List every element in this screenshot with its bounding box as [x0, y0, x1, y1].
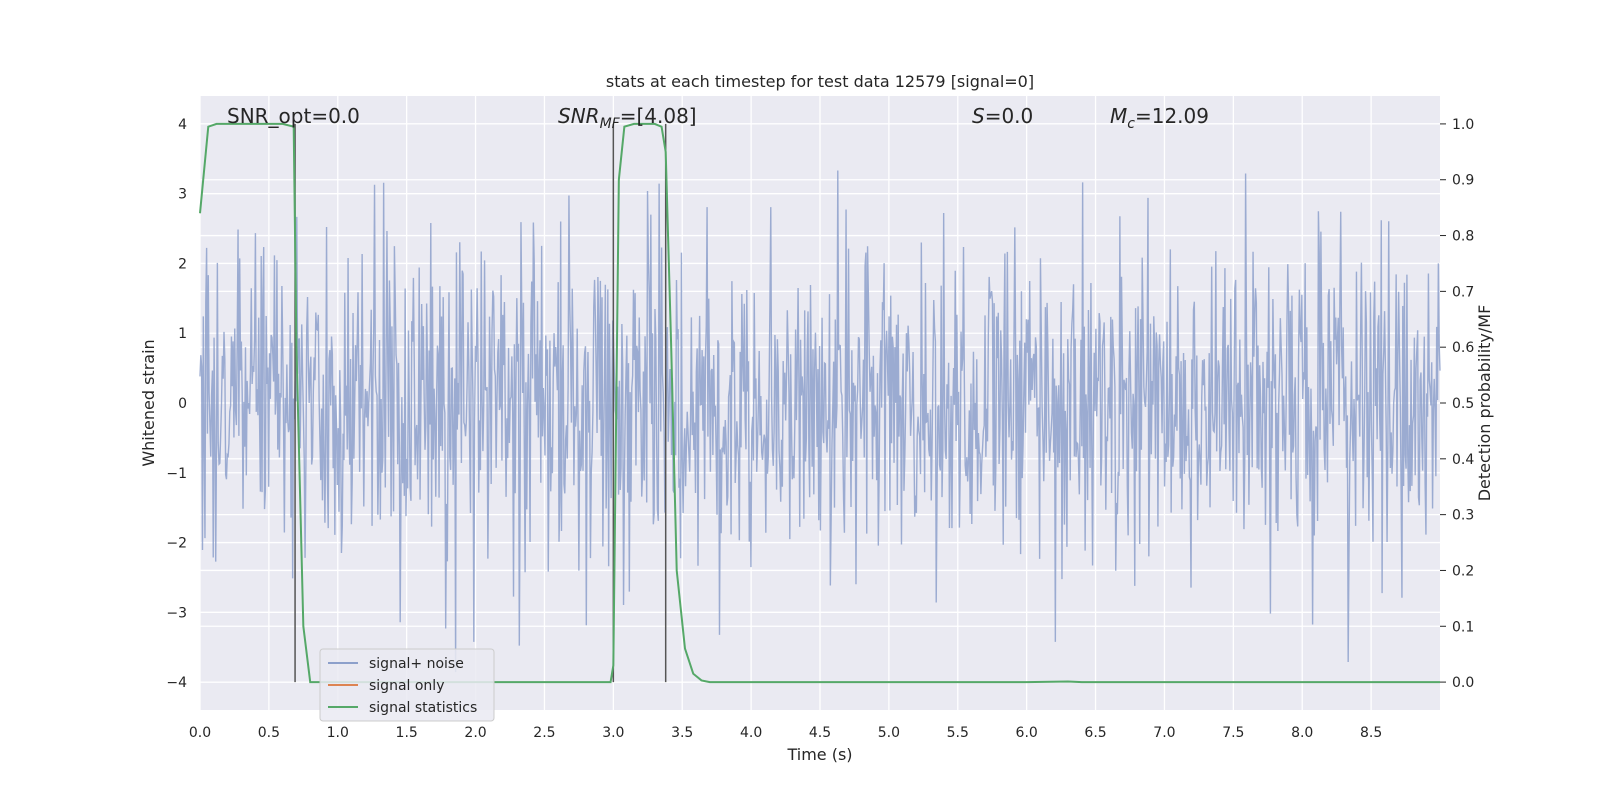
s-main: S — [972, 104, 985, 128]
x-axis-label: Time (s) — [786, 745, 852, 764]
y2-tick-label-1: 0.9 — [1452, 173, 1474, 189]
y2-tick-label-7: 0.3 — [1452, 508, 1474, 524]
x-tick-label-16: 8.0 — [1291, 725, 1313, 741]
legend-label-signal-only: signal only — [369, 678, 444, 694]
s-value: =0.0 — [985, 104, 1034, 128]
x-tick-label-7: 3.5 — [671, 725, 693, 741]
y2-tick-label-3: 0.7 — [1452, 284, 1474, 300]
y-axis-label: Whitened strain — [139, 339, 158, 466]
mc-sub: c — [1127, 116, 1135, 132]
x-tick-label-12: 6.0 — [1016, 725, 1038, 741]
legend: signal+ noise signal only signal statist… — [319, 648, 495, 722]
x-tick-label-0: 0.0 — [189, 725, 211, 741]
x-tick-label-8: 4.0 — [740, 725, 762, 741]
legend-label-signal-noise: signal+ noise — [369, 656, 464, 672]
x-tick-label-1: 0.5 — [258, 725, 280, 741]
series-signal-statistics — [199, 122, 1440, 684]
x-axis-ticks: 0.0 0.5 1.0 1.5 2.0 2.5 3.0 3.5 4.0 4.5 5.0 5.5 6.0 6… — [189, 725, 1382, 741]
x-tick-label-5: 2.5 — [533, 725, 555, 741]
x-tick-label-11: 5.5 — [947, 725, 969, 741]
chart-title: stats at each timestep for test data 125… — [606, 72, 1034, 91]
x-tick-label-10: 5.0 — [878, 725, 900, 741]
y-tick-label-7: −3 — [166, 605, 187, 621]
y-tick-label-6: −2 — [166, 536, 187, 552]
y-tick-label-2: 2 — [178, 256, 187, 272]
x-tick-label-14: 7.0 — [1153, 725, 1175, 741]
x-tick-label-13: 6.5 — [1084, 725, 1106, 741]
y2-tick-label-8: 0.2 — [1452, 563, 1474, 579]
x-tick-label-15: 7.5 — [1222, 725, 1244, 741]
x-tick-label-17: 8.5 — [1360, 725, 1382, 741]
snr-mf-main: SNR — [558, 104, 600, 128]
x-tick-label-3: 1.5 — [396, 725, 418, 741]
y2-tick-label-10: 0.0 — [1452, 675, 1474, 691]
y-tick-label-3: 1 — [178, 326, 187, 342]
y2-axis-ticks: 1.0 0.9 0.8 0.7 0.6 0.5 0.4 0.3 0.2 0.1 0.0 — [1440, 117, 1474, 691]
legend-box — [319, 648, 495, 722]
x-tick-label-4: 2.0 — [464, 725, 486, 741]
signal-noise-line — [199, 170, 1441, 673]
mc-main: M — [1110, 104, 1127, 128]
annotation-s: S=0.0 — [972, 104, 1033, 128]
snr-mf-sub: MF — [600, 116, 621, 132]
y-tick-label-8: −4 — [166, 675, 187, 691]
annotation-snr-mf: SNRMF=[4.08] — [558, 104, 697, 132]
legend-label-signal-statistics: signal statistics — [369, 700, 477, 716]
y2-tick-label-4: 0.6 — [1452, 340, 1474, 356]
x-tick-label-6: 3.0 — [602, 725, 624, 741]
series-signal-noise — [199, 170, 1441, 673]
mc-value: =12.09 — [1135, 104, 1209, 128]
y-tick-label-5: −1 — [166, 466, 187, 482]
y2-tick-label-6: 0.4 — [1452, 452, 1474, 468]
y-tick-label-1: 3 — [178, 187, 187, 203]
y-tick-label-4: 0 — [178, 396, 187, 412]
y-axis-ticks: 4 3 2 1 0 −1 −2 −3 −4 — [166, 117, 187, 691]
annotation-snr-opt: SNR_opt=0.0 — [227, 104, 360, 128]
x-tick-label-2: 1.0 — [327, 725, 349, 741]
annotation-mc: Mc=12.09 — [1110, 104, 1209, 132]
y-tick-label-0: 4 — [178, 117, 187, 133]
y2-tick-label-0: 1.0 — [1452, 117, 1474, 133]
x-tick-label-9: 4.5 — [809, 725, 831, 741]
signal-statistics-line — [199, 122, 1440, 684]
y2-axis-label: Detection probability/MF — [1475, 305, 1494, 502]
y2-tick-label-2: 0.8 — [1452, 229, 1474, 245]
y2-tick-label-9: 0.1 — [1452, 619, 1474, 635]
y2-tick-label-5: 0.5 — [1452, 396, 1474, 412]
snr-mf-value: =[4.08] — [620, 104, 697, 128]
